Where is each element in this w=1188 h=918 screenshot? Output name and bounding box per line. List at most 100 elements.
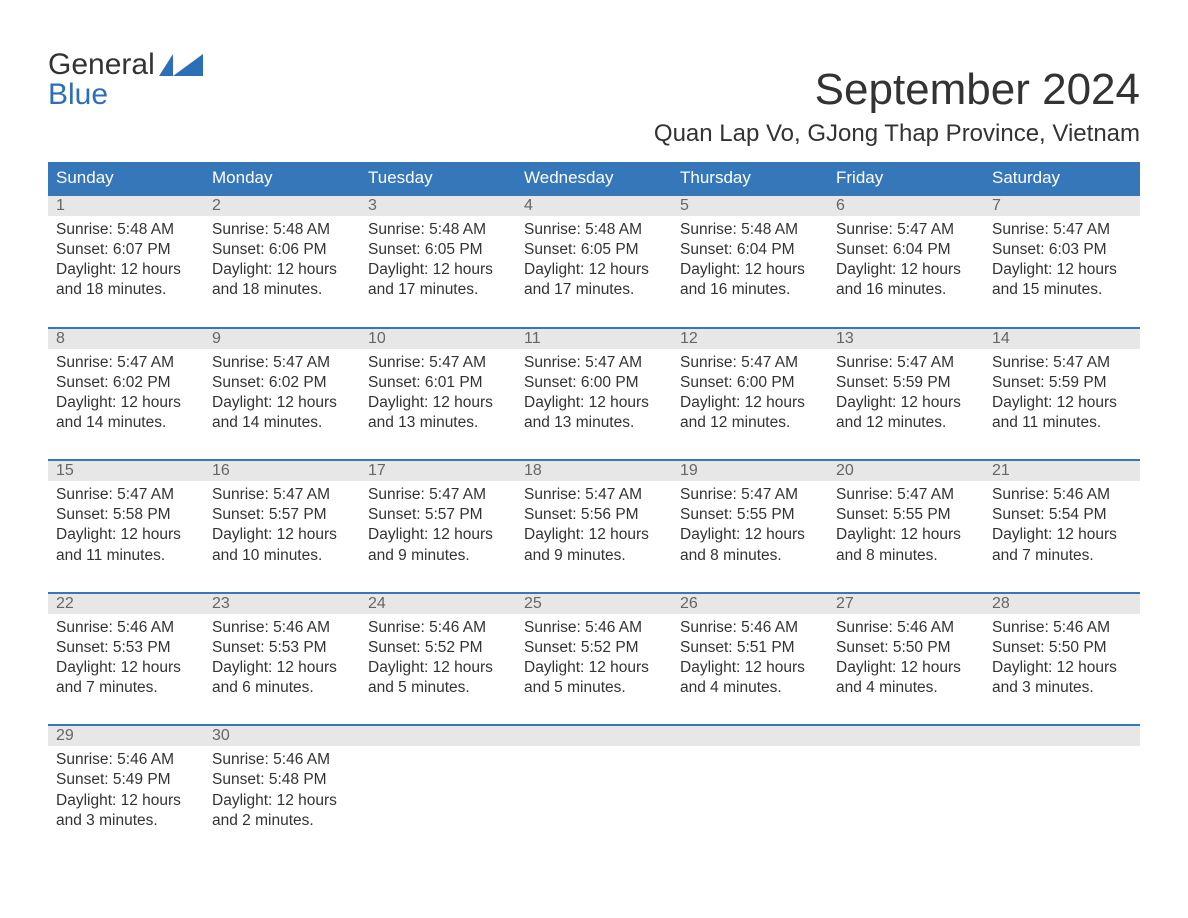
day-number: 17	[360, 461, 516, 481]
day-number: 25	[516, 594, 672, 614]
dl2-text: and 8 minutes.	[680, 546, 820, 566]
dl1-text: Daylight: 12 hours	[992, 525, 1132, 545]
dl2-text: and 4 minutes.	[836, 678, 976, 698]
day-number	[516, 726, 672, 746]
day-cell: Sunrise: 5:47 AMSunset: 5:56 PMDaylight:…	[516, 481, 672, 592]
sunset-text: Sunset: 5:50 PM	[836, 638, 976, 658]
dl2-text: and 10 minutes.	[212, 546, 352, 566]
day-number: 3	[360, 196, 516, 216]
sunset-text: Sunset: 6:03 PM	[992, 240, 1132, 260]
dl1-text: Daylight: 12 hours	[680, 525, 820, 545]
sunrise-text: Sunrise: 5:46 AM	[56, 618, 196, 638]
calendar: Sunday Monday Tuesday Wednesday Thursday…	[48, 162, 1140, 857]
day-number: 14	[984, 329, 1140, 349]
day-number: 20	[828, 461, 984, 481]
page-title: September 2024	[815, 66, 1140, 114]
sunset-text: Sunset: 5:49 PM	[56, 770, 196, 790]
day-cell: Sunrise: 5:46 AMSunset: 5:52 PMDaylight:…	[360, 614, 516, 725]
dl1-text: Daylight: 12 hours	[992, 658, 1132, 678]
dl1-text: Daylight: 12 hours	[992, 393, 1132, 413]
sunrise-text: Sunrise: 5:48 AM	[368, 220, 508, 240]
day-number: 26	[672, 594, 828, 614]
sunset-text: Sunset: 5:59 PM	[992, 373, 1132, 393]
day-header: Tuesday	[360, 162, 516, 194]
day-number: 29	[48, 726, 204, 746]
dl1-text: Daylight: 12 hours	[368, 525, 508, 545]
sunset-text: Sunset: 5:55 PM	[680, 505, 820, 525]
dl1-text: Daylight: 12 hours	[368, 260, 508, 280]
dl2-text: and 13 minutes.	[368, 413, 508, 433]
day-cell: Sunrise: 5:47 AMSunset: 5:59 PMDaylight:…	[828, 349, 984, 460]
day-header: Monday	[204, 162, 360, 194]
day-cell: Sunrise: 5:47 AMSunset: 6:03 PMDaylight:…	[984, 216, 1140, 327]
day-number: 27	[828, 594, 984, 614]
week-row: 891011121314Sunrise: 5:47 AMSunset: 6:02…	[48, 327, 1140, 460]
day-cell: Sunrise: 5:46 AMSunset: 5:49 PMDaylight:…	[48, 746, 204, 857]
dl1-text: Daylight: 12 hours	[836, 393, 976, 413]
sunrise-text: Sunrise: 5:46 AM	[680, 618, 820, 638]
dl2-text: and 9 minutes.	[368, 546, 508, 566]
sunrise-text: Sunrise: 5:47 AM	[992, 353, 1132, 373]
sunset-text: Sunset: 6:00 PM	[680, 373, 820, 393]
sunrise-text: Sunrise: 5:47 AM	[368, 353, 508, 373]
daynum-row: 22232425262728	[48, 594, 1140, 614]
dl1-text: Daylight: 12 hours	[992, 260, 1132, 280]
day-cell: Sunrise: 5:48 AMSunset: 6:06 PMDaylight:…	[204, 216, 360, 327]
day-number: 11	[516, 329, 672, 349]
dl2-text: and 3 minutes.	[56, 811, 196, 831]
day-cell: Sunrise: 5:48 AMSunset: 6:07 PMDaylight:…	[48, 216, 204, 327]
sunrise-text: Sunrise: 5:47 AM	[836, 353, 976, 373]
day-cell: Sunrise: 5:47 AMSunset: 6:02 PMDaylight:…	[204, 349, 360, 460]
weeks-container: 1234567Sunrise: 5:48 AMSunset: 6:07 PMDa…	[48, 194, 1140, 857]
dl2-text: and 8 minutes.	[836, 546, 976, 566]
dl2-text: and 5 minutes.	[368, 678, 508, 698]
day-cell	[984, 746, 1140, 857]
day-header-row: Sunday Monday Tuesday Wednesday Thursday…	[48, 162, 1140, 194]
sunset-text: Sunset: 6:04 PM	[680, 240, 820, 260]
sunrise-text: Sunrise: 5:46 AM	[368, 618, 508, 638]
day-cell: Sunrise: 5:48 AMSunset: 6:05 PMDaylight:…	[516, 216, 672, 327]
dl2-text: and 15 minutes.	[992, 280, 1132, 300]
day-number: 7	[984, 196, 1140, 216]
dl1-text: Daylight: 12 hours	[836, 260, 976, 280]
day-cell: Sunrise: 5:46 AMSunset: 5:54 PMDaylight:…	[984, 481, 1140, 592]
day-number: 12	[672, 329, 828, 349]
sunrise-text: Sunrise: 5:47 AM	[212, 353, 352, 373]
dl2-text: and 13 minutes.	[524, 413, 664, 433]
day-cell: Sunrise: 5:47 AMSunset: 5:55 PMDaylight:…	[672, 481, 828, 592]
dl1-text: Daylight: 12 hours	[56, 525, 196, 545]
day-cell	[360, 746, 516, 857]
sunset-text: Sunset: 6:07 PM	[56, 240, 196, 260]
dl2-text: and 3 minutes.	[992, 678, 1132, 698]
dl2-text: and 7 minutes.	[992, 546, 1132, 566]
dl2-text: and 17 minutes.	[368, 280, 508, 300]
day-cell: Sunrise: 5:47 AMSunset: 5:55 PMDaylight:…	[828, 481, 984, 592]
dl1-text: Daylight: 12 hours	[680, 260, 820, 280]
day-cell: Sunrise: 5:46 AMSunset: 5:53 PMDaylight:…	[48, 614, 204, 725]
dl1-text: Daylight: 12 hours	[212, 260, 352, 280]
dl1-text: Daylight: 12 hours	[212, 525, 352, 545]
dl2-text: and 6 minutes.	[212, 678, 352, 698]
sunrise-text: Sunrise: 5:46 AM	[212, 750, 352, 770]
sunset-text: Sunset: 5:52 PM	[524, 638, 664, 658]
sunrise-text: Sunrise: 5:48 AM	[56, 220, 196, 240]
sunset-text: Sunset: 5:52 PM	[368, 638, 508, 658]
dl2-text: and 11 minutes.	[56, 546, 196, 566]
sunrise-text: Sunrise: 5:47 AM	[212, 485, 352, 505]
day-cell	[672, 746, 828, 857]
day-header: Friday	[828, 162, 984, 194]
day-header: Sunday	[48, 162, 204, 194]
dl1-text: Daylight: 12 hours	[524, 658, 664, 678]
day-number: 2	[204, 196, 360, 216]
day-number: 19	[672, 461, 828, 481]
week-row: 1234567Sunrise: 5:48 AMSunset: 6:07 PMDa…	[48, 194, 1140, 327]
day-header: Wednesday	[516, 162, 672, 194]
day-cell: Sunrise: 5:47 AMSunset: 5:57 PMDaylight:…	[204, 481, 360, 592]
day-cell: Sunrise: 5:48 AMSunset: 6:04 PMDaylight:…	[672, 216, 828, 327]
sunset-text: Sunset: 5:48 PM	[212, 770, 352, 790]
header: General Blue September 2024	[48, 50, 1140, 114]
day-number	[828, 726, 984, 746]
sunset-text: Sunset: 5:57 PM	[212, 505, 352, 525]
sunset-text: Sunset: 5:58 PM	[56, 505, 196, 525]
sunset-text: Sunset: 5:57 PM	[368, 505, 508, 525]
